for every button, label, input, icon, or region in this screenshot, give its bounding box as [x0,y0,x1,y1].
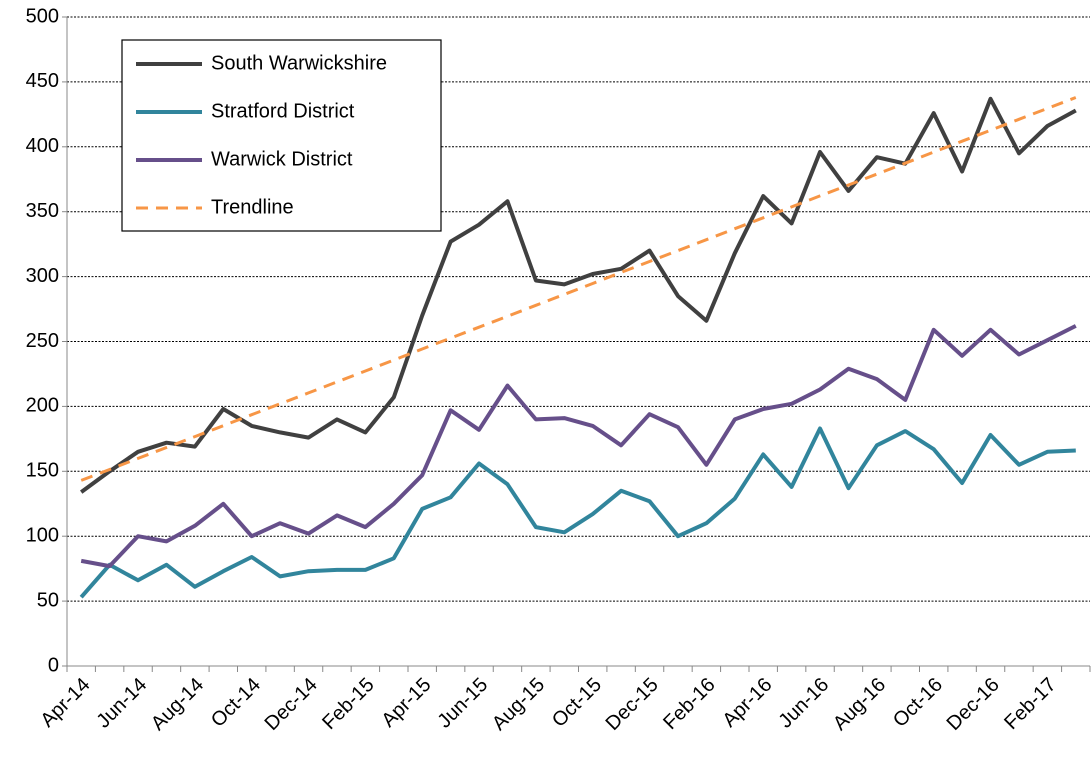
y-tick-label: 350 [26,200,59,222]
legend-label: Warwick District [211,148,353,170]
y-tick-label: 150 [26,460,59,482]
x-tick-label: Apr-15 [377,674,435,732]
y-tick-label: 100 [26,524,59,546]
x-tick-label: Dec-16 [943,674,1004,735]
x-tick-label: Aug-16 [829,674,890,735]
legend-label: South Warwickshire [211,52,387,74]
x-tick-label: Feb-15 [318,674,378,734]
x-tick-label: Aug-15 [488,674,549,735]
x-tick-label: Dec-15 [602,674,663,735]
y-tick-label: 450 [26,70,59,92]
x-tick-label: Apr-16 [718,674,776,732]
x-tick-label: Feb-16 [659,674,719,734]
y-tick-label: 200 [26,395,59,417]
series-line [80,96,1077,482]
y-tick-label: 50 [37,589,59,611]
series-line [80,324,1077,569]
x-tick-label: Dec-14 [261,674,322,735]
x-tick-label: Oct-14 [207,674,265,732]
x-tick-label: Jun-14 [93,674,152,733]
series-line [79,426,1076,599]
y-tick-label: 500 [26,5,59,27]
series-line [80,96,1077,494]
y-tick-label: 0 [48,654,59,676]
x-tick-label: Oct-15 [548,674,606,732]
legend-label: Stratford District [211,100,355,122]
x-tick-label: Feb-17 [1000,674,1060,734]
x-tick-label: Jun-16 [775,674,834,733]
legend-box [121,39,442,232]
legend-label: Trendline [211,196,294,218]
x-tick-label: Jun-15 [434,674,493,733]
y-tick-label: 250 [26,330,59,352]
x-tick-label: Aug-14 [147,674,208,735]
y-tick-label: 300 [26,265,59,287]
x-tick-label: Apr-14 [36,674,94,732]
y-tick-label: 400 [26,135,59,157]
x-tick-label: Oct-16 [889,674,947,732]
